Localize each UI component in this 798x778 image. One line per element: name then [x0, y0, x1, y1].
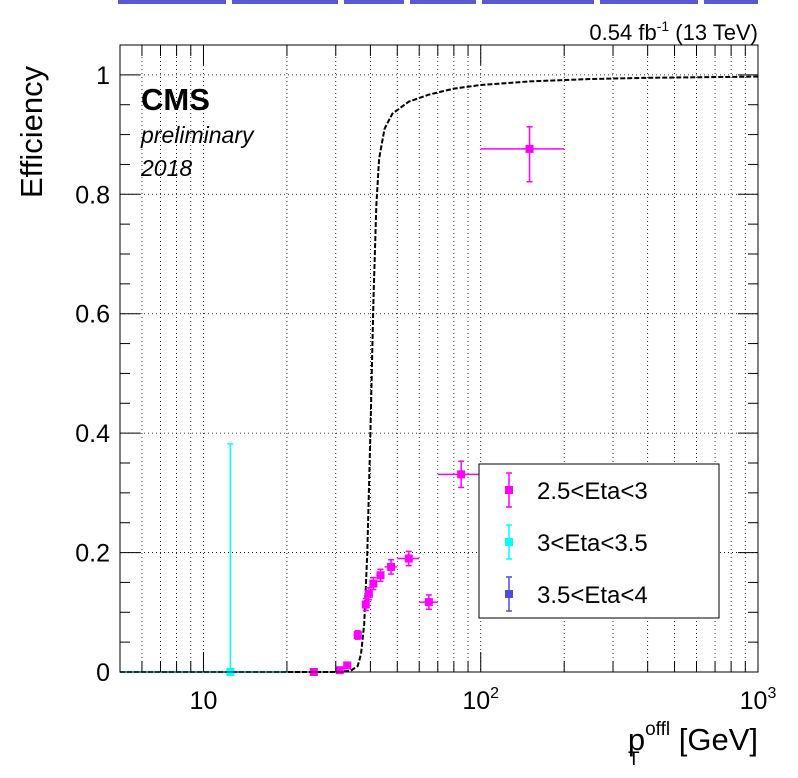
y-tick-label: 0.4 [75, 420, 110, 448]
data-marker [387, 562, 396, 571]
x-tick-label: 10 [190, 687, 218, 715]
x-tick-label-exponent: 2 [490, 685, 499, 702]
y-axis-title: Efficiency [14, 65, 49, 198]
legend: 2.5<Eta<3 3<Eta<3.5 3.5<Eta<4 [478, 463, 720, 619]
x-title-base: p [628, 722, 645, 757]
legend-label: 3.5<Eta<4 [537, 582, 648, 609]
reference-curve-layer [120, 75, 759, 673]
data-marker [361, 600, 370, 609]
data-marker [376, 571, 385, 580]
data-marker [343, 661, 352, 670]
x-axis: 10 102 103 [119, 45, 777, 715]
x-title-subscript: T [628, 749, 640, 770]
data-point [335, 666, 344, 675]
y-tick-label: 0.8 [75, 181, 110, 209]
data-point [480, 126, 565, 183]
x-tick-label-base: 10 [740, 687, 768, 715]
year-label: 2018 [140, 155, 192, 181]
data-point [353, 630, 362, 640]
legend-entry: 3<Eta<3.5 [505, 524, 648, 560]
data-point [364, 587, 373, 601]
legend-marker [505, 486, 513, 494]
x-tick-label-base: 10 [190, 687, 218, 715]
x-tick-label-exponent: 3 [767, 685, 776, 702]
legend-box [478, 463, 720, 619]
data-marker [424, 598, 433, 607]
cms-label: CMS [141, 82, 210, 117]
data-marker [369, 579, 378, 588]
data-point [361, 597, 370, 612]
y-tick-label: 0.6 [75, 301, 110, 329]
data-point [437, 460, 481, 489]
x-tick-label-base: 10 [462, 687, 490, 715]
x-tick-label: 103 [740, 685, 777, 715]
data-point [384, 558, 398, 575]
plot-frame [119, 44, 759, 673]
x-tick-label: 102 [462, 685, 499, 715]
data-point [419, 594, 438, 611]
data-point [343, 661, 352, 670]
data-marker [525, 144, 534, 153]
preliminary-label: preliminary [140, 122, 255, 148]
legend-entry: 2.5<Eta<3 [505, 472, 648, 508]
lumi-label: 0.54 fb-1 (13 TeV) [589, 18, 758, 45]
x-axis-title: poffl [GeV] [628, 719, 758, 757]
data-point [397, 550, 420, 567]
y-tick-label: 0 [96, 659, 110, 687]
x-title-unit: [GeV] [670, 722, 758, 757]
legend-entry: 3.5<Eta<4 [505, 576, 648, 612]
data-marker [404, 554, 413, 563]
data-point [376, 568, 385, 582]
lumi-energy: (13 TeV) [669, 20, 758, 45]
data-marker [364, 589, 373, 598]
lumi-exponent: -1 [657, 18, 670, 34]
data-marker [335, 666, 344, 675]
data-marker [457, 470, 466, 479]
data-point [369, 576, 378, 591]
y-tick-label: 1 [96, 62, 110, 90]
reference-efficiency-curve [120, 75, 759, 673]
data-marker [353, 630, 362, 639]
x-title-superscript: offl [645, 719, 670, 740]
y-tick-label: 0.2 [75, 540, 110, 568]
legend-marker [505, 538, 513, 546]
lumi-main: 0.54 fb [589, 20, 656, 45]
y-axis: 0 0.2 0.4 0.6 0.8 1 [75, 44, 758, 687]
legend-marker [505, 590, 513, 598]
legend-label: 3<Eta<3.5 [537, 530, 648, 557]
legend-label: 2.5<Eta<3 [537, 478, 648, 505]
top-cut-off-legend-strip [118, 0, 758, 4]
